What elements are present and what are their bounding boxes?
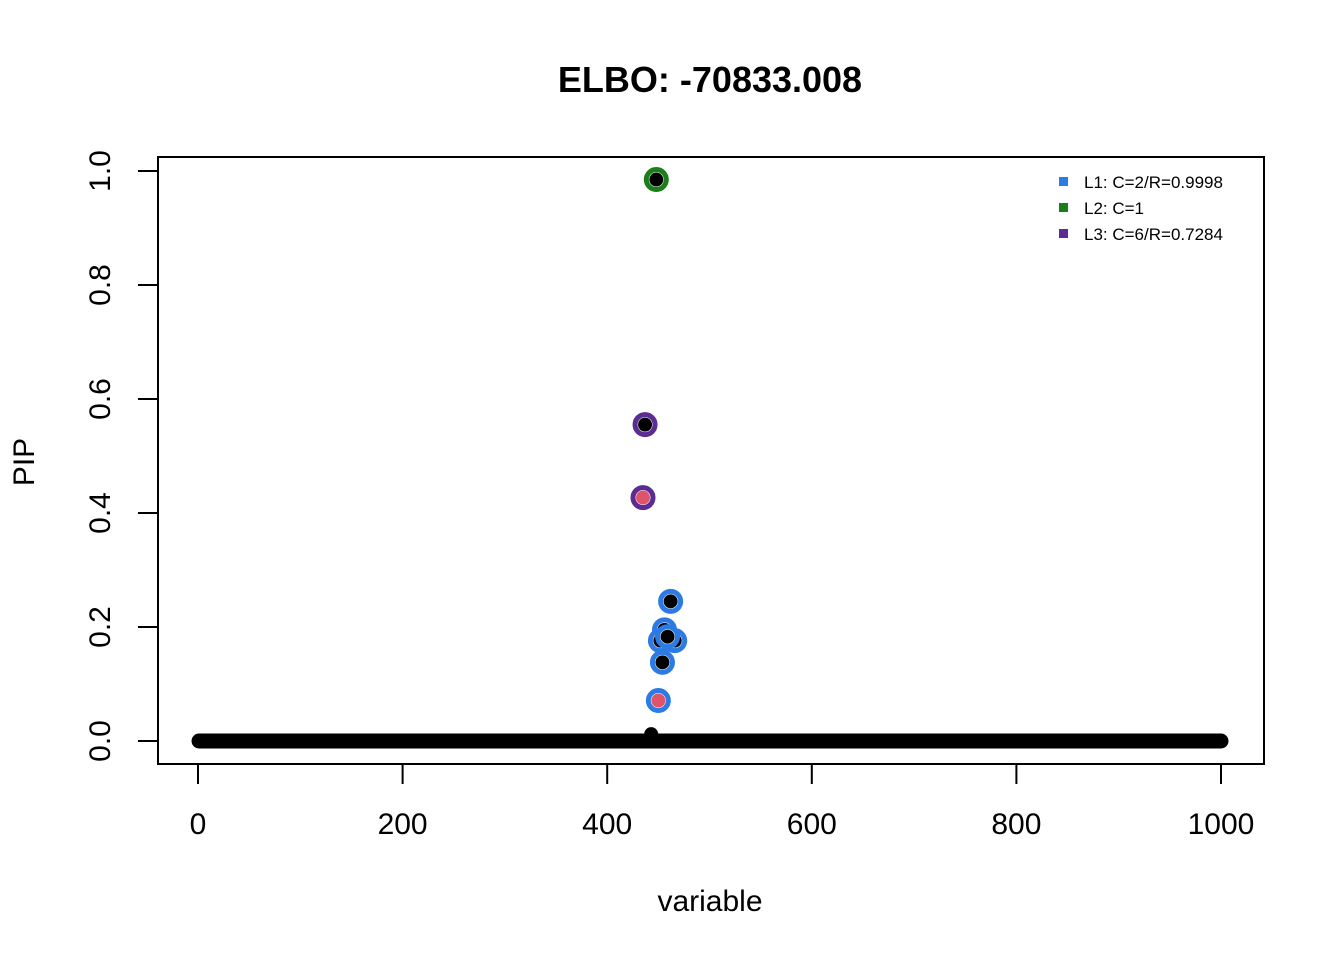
x-axis-label: variable: [657, 885, 762, 918]
legend-entry-label: L3: C=6/R=0.7284: [1084, 225, 1223, 244]
data-point: [638, 417, 653, 432]
legend-swatch: [1059, 229, 1068, 238]
data-point: [663, 594, 678, 609]
y-tick-label: 0.0: [84, 720, 117, 762]
x-tick-label: 1000: [1188, 808, 1255, 841]
data-point: [636, 490, 651, 505]
data-point: [655, 655, 670, 670]
data-point: [660, 629, 675, 644]
x-tick-label: 400: [582, 808, 632, 841]
data-point: [651, 693, 666, 708]
x-axis: 0 200 400 600 800 1000: [190, 763, 1255, 841]
legend-entry-label: L1: C=2/R=0.9998: [1084, 173, 1223, 192]
data-point: [644, 727, 659, 742]
legend-swatch: [1059, 203, 1068, 212]
y-tick-label: 0.6: [84, 378, 117, 420]
y-tick-label: 0.2: [84, 606, 117, 648]
x-tick-label: 200: [378, 808, 428, 841]
y-tick-label: 0.8: [84, 264, 117, 306]
y-axis-label: PIP: [8, 438, 41, 486]
legend-entry-label: L2: C=1: [1084, 199, 1144, 218]
y-axis: 0.0 0.2 0.4 0.6 0.8 1.0: [84, 150, 159, 762]
plot-area-frame: [157, 156, 1265, 765]
legend-swatch: [1059, 177, 1068, 186]
x-tick-label: 600: [787, 808, 837, 841]
data-points: [630, 167, 688, 742]
data-point: [649, 172, 664, 187]
chart-title: ELBO: -70833.008: [558, 59, 862, 100]
x-tick-label: 0: [190, 808, 207, 841]
y-tick-label: 1.0: [84, 150, 117, 192]
x-tick-label: 800: [991, 808, 1041, 841]
legend: L1: C=2/R=0.9998 L2: C=1 L3: C=6/R=0.7284: [1059, 173, 1223, 244]
y-tick-label: 0.4: [84, 492, 117, 534]
